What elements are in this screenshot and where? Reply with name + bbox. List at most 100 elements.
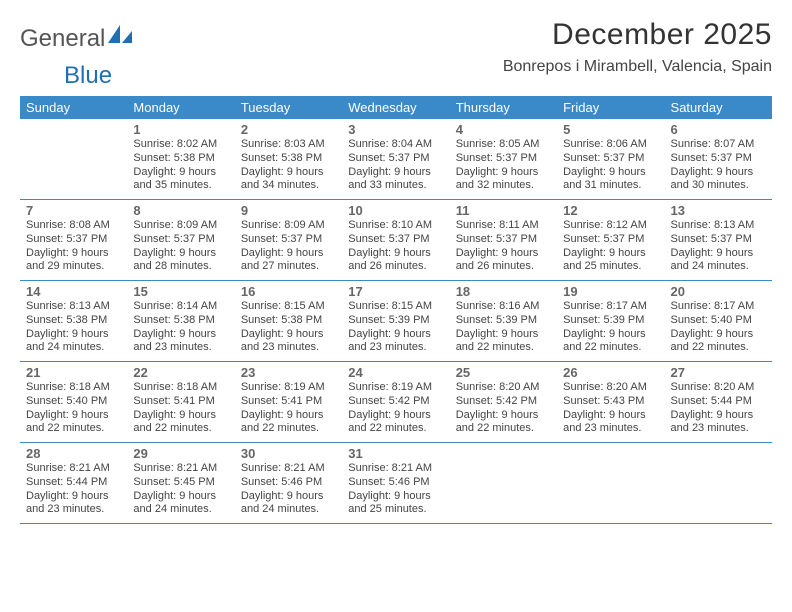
- day-sunrise: Sunrise: 8:12 AM: [563, 219, 658, 233]
- day-number: 21: [26, 365, 121, 380]
- day-cell: [665, 443, 772, 523]
- day-sunrise: Sunrise: 8:18 AM: [26, 381, 121, 395]
- day-number: 16: [241, 284, 336, 299]
- day-cell: 6Sunrise: 8:07 AMSunset: 5:37 PMDaylight…: [665, 119, 772, 199]
- day-daylight: Daylight: 9 hours and 22 minutes.: [563, 328, 658, 356]
- day-daylight: Daylight: 9 hours and 26 minutes.: [456, 247, 551, 275]
- day-sunrise: Sunrise: 8:21 AM: [241, 462, 336, 476]
- day-sunset: Sunset: 5:44 PM: [671, 395, 766, 409]
- day-sunrise: Sunrise: 8:20 AM: [563, 381, 658, 395]
- day-sunset: Sunset: 5:38 PM: [26, 314, 121, 328]
- day-sunrise: Sunrise: 8:20 AM: [671, 381, 766, 395]
- day-sunset: Sunset: 5:45 PM: [133, 476, 228, 490]
- title-block: December 2025 Bonrepos i Mirambell, Vale…: [503, 18, 772, 76]
- day-sunset: Sunset: 5:42 PM: [348, 395, 443, 409]
- day-daylight: Daylight: 9 hours and 25 minutes.: [348, 490, 443, 518]
- day-sunset: Sunset: 5:38 PM: [133, 152, 228, 166]
- day-number: 6: [671, 122, 766, 137]
- sail-icon: [107, 24, 133, 53]
- week-row: 1Sunrise: 8:02 AMSunset: 5:38 PMDaylight…: [20, 119, 772, 200]
- day-cell: 5Sunrise: 8:06 AMSunset: 5:37 PMDaylight…: [557, 119, 664, 199]
- day-daylight: Daylight: 9 hours and 34 minutes.: [241, 166, 336, 194]
- day-daylight: Daylight: 9 hours and 22 minutes.: [456, 328, 551, 356]
- day-number: 20: [671, 284, 766, 299]
- day-number: 31: [348, 446, 443, 461]
- day-daylight: Daylight: 9 hours and 22 minutes.: [456, 409, 551, 437]
- day-cell: 14Sunrise: 8:13 AMSunset: 5:38 PMDayligh…: [20, 281, 127, 361]
- day-sunrise: Sunrise: 8:07 AM: [671, 138, 766, 152]
- day-sunrise: Sunrise: 8:19 AM: [241, 381, 336, 395]
- logo-word1: General: [20, 25, 105, 53]
- dow-cell: Wednesday: [342, 96, 449, 119]
- day-sunset: Sunset: 5:39 PM: [348, 314, 443, 328]
- day-sunset: Sunset: 5:40 PM: [26, 395, 121, 409]
- day-daylight: Daylight: 9 hours and 23 minutes.: [26, 490, 121, 518]
- day-sunrise: Sunrise: 8:15 AM: [348, 300, 443, 314]
- day-cell: 17Sunrise: 8:15 AMSunset: 5:39 PMDayligh…: [342, 281, 449, 361]
- day-daylight: Daylight: 9 hours and 27 minutes.: [241, 247, 336, 275]
- day-number: 1: [133, 122, 228, 137]
- day-sunrise: Sunrise: 8:21 AM: [348, 462, 443, 476]
- day-daylight: Daylight: 9 hours and 23 minutes.: [241, 328, 336, 356]
- day-sunrise: Sunrise: 8:17 AM: [671, 300, 766, 314]
- dow-cell: Friday: [557, 96, 664, 119]
- day-cell: 27Sunrise: 8:20 AMSunset: 5:44 PMDayligh…: [665, 362, 772, 442]
- day-number: 5: [563, 122, 658, 137]
- week-row: 21Sunrise: 8:18 AMSunset: 5:40 PMDayligh…: [20, 362, 772, 443]
- week-row: 14Sunrise: 8:13 AMSunset: 5:38 PMDayligh…: [20, 281, 772, 362]
- dow-cell: Saturday: [665, 96, 772, 119]
- day-sunrise: Sunrise: 8:13 AM: [26, 300, 121, 314]
- day-number: 15: [133, 284, 228, 299]
- day-cell: 28Sunrise: 8:21 AMSunset: 5:44 PMDayligh…: [20, 443, 127, 523]
- week-row: 7Sunrise: 8:08 AMSunset: 5:37 PMDaylight…: [20, 200, 772, 281]
- day-sunset: Sunset: 5:37 PM: [671, 233, 766, 247]
- day-sunset: Sunset: 5:40 PM: [671, 314, 766, 328]
- logo-word2: Blue: [64, 62, 112, 90]
- day-number: 9: [241, 203, 336, 218]
- day-number: 11: [456, 203, 551, 218]
- calendar: SundayMondayTuesdayWednesdayThursdayFrid…: [20, 96, 772, 524]
- day-cell: 2Sunrise: 8:03 AMSunset: 5:38 PMDaylight…: [235, 119, 342, 199]
- day-number: 28: [26, 446, 121, 461]
- day-cell: 19Sunrise: 8:17 AMSunset: 5:39 PMDayligh…: [557, 281, 664, 361]
- day-cell: 7Sunrise: 8:08 AMSunset: 5:37 PMDaylight…: [20, 200, 127, 280]
- day-number: 27: [671, 365, 766, 380]
- day-number: 12: [563, 203, 658, 218]
- dow-cell: Sunday: [20, 96, 127, 119]
- day-cell: [20, 119, 127, 199]
- logo: General: [20, 18, 135, 53]
- day-cell: 30Sunrise: 8:21 AMSunset: 5:46 PMDayligh…: [235, 443, 342, 523]
- day-daylight: Daylight: 9 hours and 23 minutes.: [563, 409, 658, 437]
- day-number: 4: [456, 122, 551, 137]
- day-number: 24: [348, 365, 443, 380]
- day-number: 14: [26, 284, 121, 299]
- day-number: 3: [348, 122, 443, 137]
- day-number: 13: [671, 203, 766, 218]
- day-sunrise: Sunrise: 8:09 AM: [133, 219, 228, 233]
- day-sunset: Sunset: 5:39 PM: [456, 314, 551, 328]
- day-sunset: Sunset: 5:38 PM: [241, 314, 336, 328]
- page-title: December 2025: [503, 18, 772, 52]
- day-cell: 12Sunrise: 8:12 AMSunset: 5:37 PMDayligh…: [557, 200, 664, 280]
- day-sunrise: Sunrise: 8:18 AM: [133, 381, 228, 395]
- day-sunset: Sunset: 5:38 PM: [133, 314, 228, 328]
- day-daylight: Daylight: 9 hours and 35 minutes.: [133, 166, 228, 194]
- day-sunset: Sunset: 5:41 PM: [241, 395, 336, 409]
- day-daylight: Daylight: 9 hours and 22 minutes.: [133, 409, 228, 437]
- day-daylight: Daylight: 9 hours and 26 minutes.: [348, 247, 443, 275]
- day-sunset: Sunset: 5:37 PM: [133, 233, 228, 247]
- day-sunset: Sunset: 5:38 PM: [241, 152, 336, 166]
- day-sunrise: Sunrise: 8:08 AM: [26, 219, 121, 233]
- day-cell: 11Sunrise: 8:11 AMSunset: 5:37 PMDayligh…: [450, 200, 557, 280]
- day-sunset: Sunset: 5:41 PM: [133, 395, 228, 409]
- day-daylight: Daylight: 9 hours and 23 minutes.: [671, 409, 766, 437]
- location: Bonrepos i Mirambell, Valencia, Spain: [503, 58, 772, 76]
- day-sunrise: Sunrise: 8:20 AM: [456, 381, 551, 395]
- day-daylight: Daylight: 9 hours and 33 minutes.: [348, 166, 443, 194]
- day-number: 26: [563, 365, 658, 380]
- day-sunset: Sunset: 5:44 PM: [26, 476, 121, 490]
- day-daylight: Daylight: 9 hours and 24 minutes.: [133, 490, 228, 518]
- day-sunset: Sunset: 5:46 PM: [348, 476, 443, 490]
- day-daylight: Daylight: 9 hours and 29 minutes.: [26, 247, 121, 275]
- day-sunset: Sunset: 5:37 PM: [348, 233, 443, 247]
